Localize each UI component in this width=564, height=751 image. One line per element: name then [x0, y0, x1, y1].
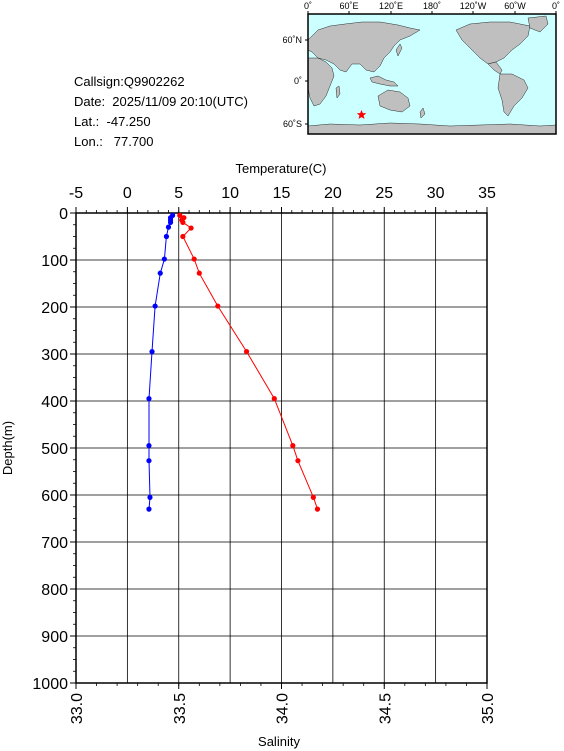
temperature-data-point	[215, 303, 221, 309]
salinity-data-point	[152, 303, 158, 309]
temperature-data-point	[180, 219, 186, 225]
plot-frame	[75, 212, 488, 684]
salinity-tick-label: 33.5	[172, 693, 189, 724]
map-longitude-label: 0˚	[552, 1, 560, 11]
salinity-data-point	[146, 443, 152, 449]
depth-tick-label: 1000	[32, 676, 68, 693]
map-longitude-label: 120˚W	[460, 1, 487, 11]
depth-tick-label: 800	[41, 582, 68, 599]
depth-tick-labels: 0 100 200 300 400 500 600 700 800 900 1000	[32, 206, 68, 693]
land-new-zealand	[419, 107, 426, 119]
temperature-tick-labels: -5 0 5 10 15 20 25 30 35	[69, 185, 496, 202]
map-latitude-label: 0˚	[294, 76, 302, 86]
depth-tick-label: 500	[41, 441, 68, 458]
depth-tick-label: 600	[41, 488, 68, 505]
temperature-data-point	[191, 256, 197, 262]
salinity-data-point	[146, 506, 152, 512]
temperature-tick-label: 25	[375, 185, 393, 202]
map-labels: 0˚ 60˚E 120˚E 180˚ 120˚W 60˚W 0˚ 60˚N 0˚ 60˚S	[282, 1, 560, 129]
depth-tick-label: 300	[41, 347, 68, 364]
land-central-america	[487, 61, 503, 75]
salinity-data-point	[165, 224, 172, 230]
map-longitude-label: 120˚E	[379, 1, 403, 11]
depth-tick-label: 0	[59, 206, 68, 223]
map-longitude-label: 60˚W	[504, 1, 526, 11]
salinity-tick-label: 34.5	[377, 693, 394, 724]
salinity-data-point	[147, 494, 153, 500]
temperature-tick-label: 30	[427, 185, 445, 202]
temperature-data-point	[180, 233, 186, 240]
chart-grid	[75, 212, 488, 684]
salinity-data-point	[163, 233, 170, 240]
temperature-data-point	[314, 506, 321, 512]
temperature-tick-label: 35	[478, 185, 496, 202]
salinity-axis-title: Salinity	[258, 734, 300, 749]
map-longitude-label: 180˚	[423, 1, 441, 11]
temperature-data-point	[310, 494, 316, 500]
temperature-data-point	[177, 212, 183, 218]
temperature-tick-label: 15	[273, 185, 291, 202]
land-antarctica	[307, 122, 557, 135]
temperature-data-point	[196, 270, 202, 276]
depth-tick-label: 400	[41, 394, 68, 411]
temperature-profile-line	[179, 214, 318, 510]
star-icon	[356, 109, 367, 119]
depth-tick-label: 100	[41, 253, 68, 270]
land-madagascar	[335, 85, 341, 99]
land-africa	[307, 57, 335, 107]
callsign-text: Callsign:Q9902262	[74, 74, 185, 89]
depth-axis-title: Depth(m)	[0, 421, 15, 475]
salinity-data-point	[146, 396, 152, 402]
land-north-america	[455, 21, 531, 65]
location-map: 0˚ 60˚E 120˚E 180˚ 120˚W 60˚W 0˚ 60˚N 0˚ 60˚S	[282, 1, 560, 135]
temperature-data-point	[295, 458, 301, 464]
salinity-tick-label: 35.0	[480, 693, 497, 724]
land-australia	[377, 89, 411, 113]
temperature-data-point	[243, 349, 250, 355]
depth-tick-label: 700	[41, 535, 68, 552]
land-japan	[395, 43, 403, 57]
map-longitude-label: 60˚E	[339, 1, 358, 11]
depth-tick-label: 200	[41, 300, 68, 317]
land-south-america	[497, 73, 529, 117]
salinity-tick-label: 33.0	[69, 693, 86, 724]
salinity-data-point	[167, 219, 174, 225]
temperature-tick-label: 0	[123, 185, 132, 202]
salinity-data-point	[161, 256, 167, 262]
temperature-data-point	[290, 443, 296, 449]
salinity-data-point	[146, 458, 152, 464]
temperature-tick-label: -5	[69, 185, 83, 202]
land-greenland	[527, 15, 549, 33]
temperature-data-point	[188, 225, 194, 231]
map-latitude-label: 60˚N	[282, 35, 302, 45]
land-indonesia	[369, 75, 399, 87]
salinity-data-point	[149, 349, 155, 355]
salinity-profile-line	[148, 214, 173, 510]
temperature-tick-label: 10	[221, 185, 239, 202]
float-info: Callsign:Q9902262 Date: 2025/11/09 20:10…	[74, 72, 248, 152]
temperature-tick-label: 20	[324, 185, 342, 202]
land-eurasia	[307, 21, 421, 73]
lat-text: Lat.: -47.250	[74, 114, 151, 129]
salinity-tick-label: 34.0	[275, 693, 292, 724]
salinity-data-point	[157, 270, 163, 276]
map-latitude-label: 60˚S	[283, 119, 302, 129]
map-land	[307, 15, 557, 135]
depth-tick-label: 900	[41, 629, 68, 646]
profile-series	[146, 212, 321, 512]
temperature-tick-label: 5	[174, 185, 183, 202]
temperature-axis-title: Temperature(C)	[235, 161, 326, 176]
temperature-data-point	[271, 396, 277, 402]
salinity-tick-labels: 33.0 33.5 34.0 34.5 35.0	[69, 693, 497, 724]
float-location-marker	[356, 109, 367, 119]
profile-chart: -5 0 5 10 15 20 25 30 35 33.0 33.5 34.0 34.5 35.0 01…	[0, 161, 497, 749]
lon-text: Lon.: 77.700	[74, 134, 154, 149]
map-longitude-label: 0˚	[304, 1, 312, 11]
date-text: Date: 2025/11/09 20:10(UTC)	[74, 94, 248, 109]
